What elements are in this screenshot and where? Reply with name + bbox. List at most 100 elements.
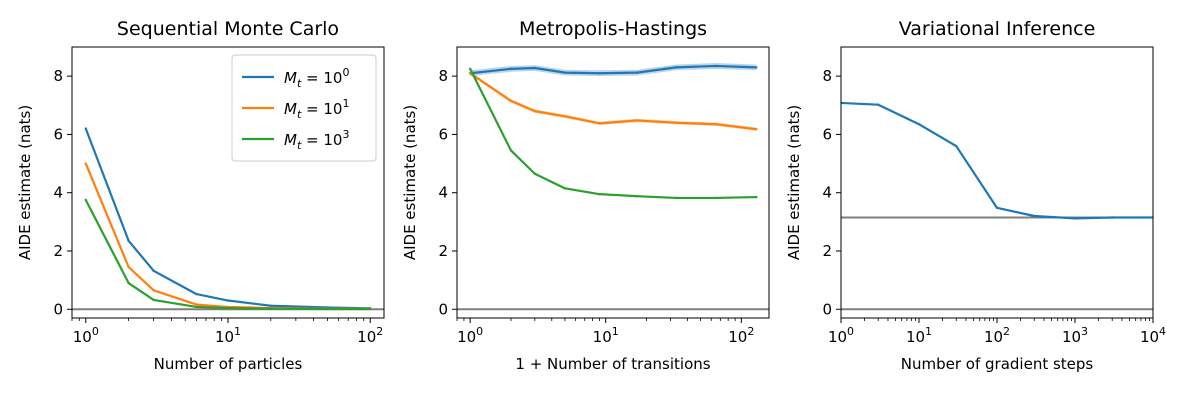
series-1-point-2 — [533, 109, 537, 113]
panel-1: 0 2 4 6 8 100 101 102 Sequential Monte Carlo Numb… — [16, 18, 385, 373]
plot-area — [841, 101, 1153, 311]
series-0-point-4 — [226, 299, 230, 302]
x-tick-label-0: 100 — [828, 325, 854, 346]
series-2-point-6 — [326, 307, 329, 311]
series-2-point-1 — [509, 149, 513, 152]
x-tick-label-1: 101 — [215, 325, 241, 346]
series-1-line — [84, 163, 371, 310]
series-1-point-0 — [84, 162, 87, 165]
series-0-point-7 — [1111, 216, 1114, 219]
y-tick-label-1: 2 — [438, 242, 448, 260]
series-2-line — [469, 68, 757, 200]
series-2-point-8 — [755, 195, 758, 199]
series-0-point-3 — [563, 71, 567, 74]
series-1-point-7 — [714, 123, 718, 126]
series-2-point-0 — [84, 198, 87, 202]
x-tick-label-3: 103 — [1062, 325, 1088, 346]
x-tick-label-2: 102 — [728, 325, 754, 346]
y-tick-label-3: 6 — [53, 125, 63, 143]
x-tick-label-1: 101 — [906, 325, 932, 346]
x-tick-label-2: 102 — [357, 325, 383, 346]
series-2-point-2 — [533, 172, 537, 175]
panel-3: 0 2 4 6 8 100 101 102 103 104 Variational Inferenc… — [785, 18, 1166, 373]
y-tick-label-3: 6 — [438, 125, 448, 143]
series-1-point-0 — [468, 72, 472, 75]
y-tick-label-0: 0 — [438, 300, 448, 318]
series-0-point-5 — [635, 71, 639, 74]
x-tick-label-0: 100 — [73, 325, 99, 346]
series-2-point-4 — [226, 306, 230, 310]
series-1-point-8 — [755, 127, 758, 131]
y-axis-label: AIDE estimate (nats) — [401, 105, 419, 260]
y-tick-label-1: 2 — [822, 242, 832, 260]
series-2-point-7 — [714, 196, 718, 200]
series-2-point-7 — [369, 307, 372, 311]
y-tick-label-2: 4 — [53, 184, 63, 202]
series-0-point-2 — [917, 123, 921, 126]
y-tick-label-3: 6 — [822, 125, 832, 143]
x-tick-label-4: 104 — [1140, 325, 1166, 346]
y-tick-label-0: 0 — [53, 300, 63, 318]
series-0-line — [84, 128, 371, 310]
y-axis-label: AIDE estimate (nats) — [785, 105, 803, 260]
series-0-point-0 — [84, 127, 87, 130]
axes-frame — [840, 46, 1154, 319]
series-0-point-5 — [269, 304, 273, 307]
series-2-point-5 — [269, 307, 273, 310]
series-0-point-2 — [533, 66, 537, 70]
series-2-point-4 — [598, 192, 601, 196]
legend-label-2: Mt = 103 — [284, 128, 349, 152]
plot-area — [457, 63, 769, 311]
plot-area — [72, 127, 384, 311]
series-0-point-6 — [1073, 217, 1077, 220]
panel-title: Metropolis-Hastings — [519, 18, 707, 40]
x-axis-label: Number of particles — [154, 355, 303, 373]
legend-label-0: Mt = 100 — [284, 66, 349, 90]
series-0-point-3 — [195, 292, 198, 296]
series-0-point-5 — [1033, 214, 1036, 218]
series-2-line — [84, 199, 371, 311]
series-1-point-1 — [127, 265, 130, 269]
y-tick-label-2: 4 — [438, 184, 448, 202]
series-2-point-6 — [674, 196, 678, 200]
series-0-point-1 — [127, 239, 130, 242]
y-tick-label-0: 0 — [822, 300, 832, 318]
series-0-line — [841, 101, 1153, 220]
series-0-point-1 — [877, 103, 880, 106]
series-0-point-6 — [674, 66, 678, 69]
x-axis-label: Number of gradient steps — [901, 355, 1094, 373]
legend-box — [231, 54, 377, 162]
series-2-point-3 — [563, 187, 567, 190]
x-tick-label-0: 100 — [457, 325, 483, 346]
y-axis-label: AIDE estimate (nats) — [16, 105, 34, 260]
series-1-point-3 — [195, 303, 198, 306]
panel-2: 0 2 4 6 8 100 101 102 Metropolis-Hastings 1 + Num… — [401, 18, 770, 373]
panel-title: Sequential Monte Carlo — [117, 18, 339, 40]
series-1-point-2 — [152, 289, 155, 292]
series-0-point-4 — [995, 206, 999, 210]
x-tick-label-2: 102 — [984, 325, 1010, 346]
series-0-point-7 — [714, 64, 718, 68]
series-2-point-0 — [468, 67, 472, 71]
y-tick-label-2: 4 — [822, 184, 832, 202]
series-0-point-3 — [955, 144, 958, 148]
y-tick-label-4: 8 — [438, 67, 448, 85]
series-1-point-3 — [563, 115, 567, 118]
legend: Mt = 100 Mt = 101 Mt = 103 — [231, 54, 377, 162]
series-2-band — [470, 67, 757, 199]
series-1-point-5 — [635, 119, 639, 122]
series-2-point-1 — [127, 281, 130, 285]
y-tick-label-4: 8 — [822, 67, 832, 85]
y-tick-label-4: 8 — [53, 67, 63, 85]
series-1-point-1 — [509, 99, 513, 103]
series-2-point-2 — [152, 298, 155, 302]
panel-title: Variational Inference — [899, 18, 1096, 40]
axes-frame — [456, 46, 770, 319]
series-2-point-5 — [635, 194, 639, 198]
x-tick-label-1: 101 — [593, 325, 619, 346]
y-tick-label-1: 2 — [53, 242, 63, 260]
x-axis-label: 1 + Number of transitions — [515, 355, 710, 373]
series-0-point-2 — [152, 269, 155, 272]
series-0-point-1 — [509, 67, 513, 71]
